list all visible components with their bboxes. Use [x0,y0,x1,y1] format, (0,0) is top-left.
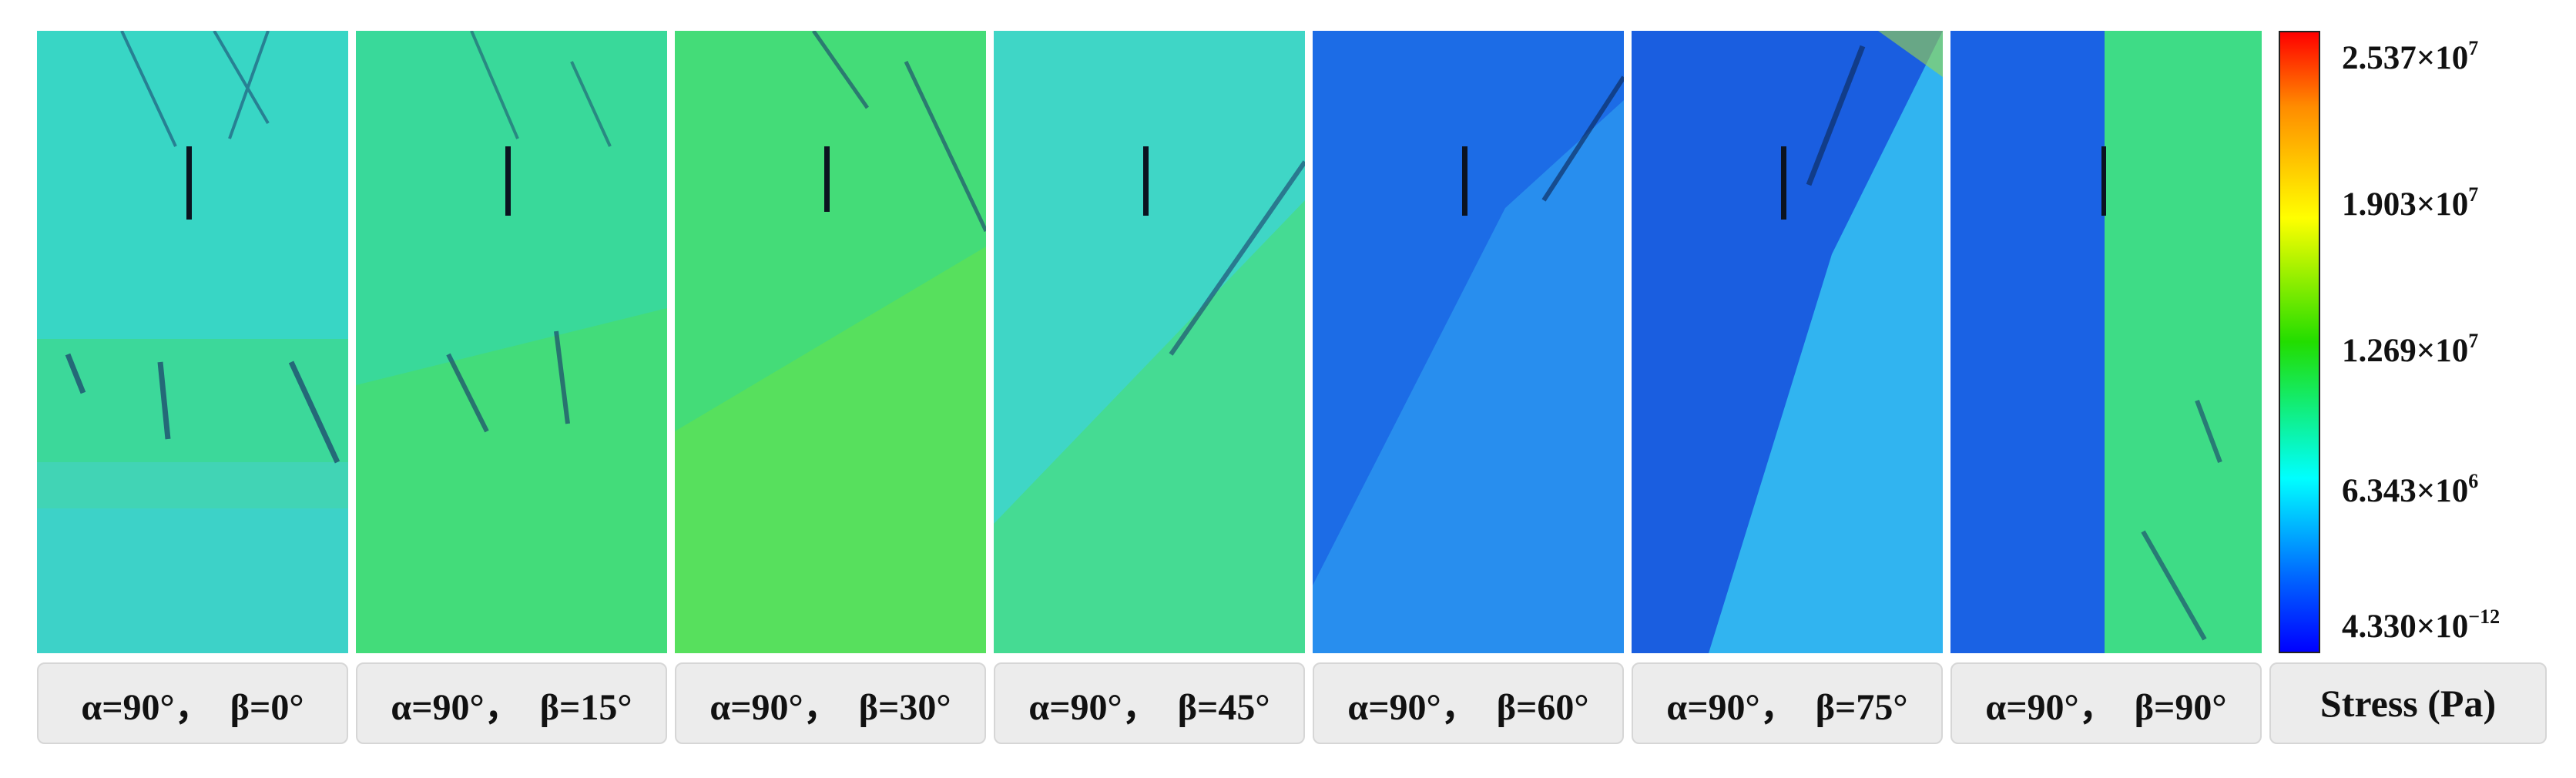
colorbar-label-max: 2.537×107 [2342,37,2479,76]
colorbar-label-3: 1.269×107 [2342,330,2479,369]
stress-map-beta-90 [1950,31,2262,653]
stress-map-beta-45 [994,31,1305,653]
colorbar-label-2: 1.903×107 [2342,183,2479,223]
stress-map-panel-6 [1632,31,1943,653]
stress-map-beta-15 [356,31,667,653]
stress-map-beta-0 [37,31,348,653]
colorbar-label-min: 4.330×10−12 [2342,605,2501,645]
stress-map-beta-75 [1632,31,1943,653]
panel-caption: α=90°， β=60° [1313,662,1624,744]
colorbar-label-4: 6.343×106 [2342,470,2479,509]
stress-map-panel-4 [994,31,1305,653]
stress-map-panel-5 [1313,31,1624,653]
stress-map-beta-30 [675,31,986,653]
stress-map-beta-60 [1313,31,1624,653]
panel-caption: α=90°， β=45° [994,662,1305,744]
stress-map-panel-2 [356,31,667,653]
panel-caption: α=90°， β=30° [675,662,986,744]
stress-map-panel-7 [1950,31,2262,653]
stress-map-panel-3 [675,31,986,653]
panel-caption: α=90°， β=90° [1950,662,2262,744]
stress-map-panel-1 [37,31,348,653]
panel-caption: α=90°， β=15° [356,662,667,744]
colorbar-title: Stress (Pa) [2269,662,2547,744]
stress-colorbar [2279,31,2320,653]
panel-caption: α=90°， β=75° [1632,662,1943,744]
panel-caption: α=90°， β=0° [37,662,348,744]
